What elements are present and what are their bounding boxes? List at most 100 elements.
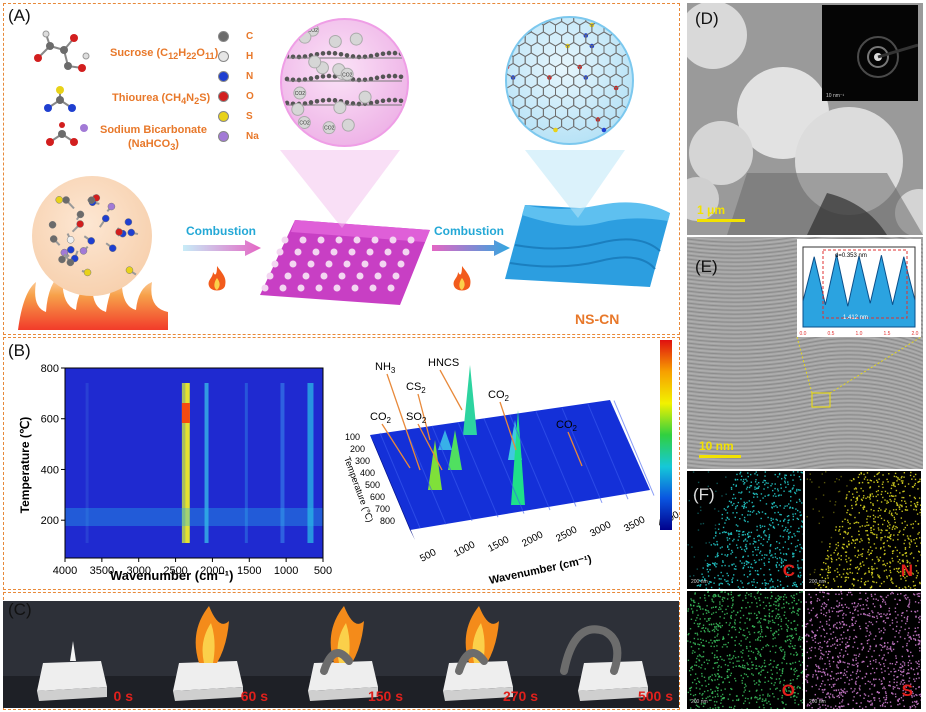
thiourea-label: Thiourea (CH4N2S) [112, 92, 211, 107]
eds-maps: C 200 nm N 200 nm O 200 nm S 200 nm (F) [687, 471, 923, 709]
surface-y-tick: 100 [345, 432, 360, 442]
map-scale-label: 200 nm [691, 579, 708, 585]
element-label: S [901, 681, 913, 700]
surface-y-tick: 500 [365, 480, 380, 490]
svg-text:CO2: CO2 [324, 126, 335, 132]
ir-map-plot: 4000 3500 3000 2500 2000 1500 1000 500 800 600 400… [10, 360, 340, 590]
zoom-cone-1 [270, 150, 410, 230]
legend-item-s: S [218, 111, 253, 122]
time-label: 500 s [637, 688, 673, 704]
hrtem-image-e: (E) d=0.353 nm 1.412 nm 0.0 0.5 1.0 1.5 2.0 10… [687, 237, 923, 469]
absorption-band [244, 383, 248, 543]
annotation-arrow [417, 423, 443, 471]
legend-item-o: O [218, 91, 254, 102]
surface-base [370, 400, 650, 530]
x-tick-label: 1500 [237, 565, 261, 577]
layered-bubble: CO2CO2CO2CO2CO2CO2 [280, 18, 409, 147]
y-tick-label: 400 [41, 464, 59, 476]
time-label: 60 s [240, 688, 268, 704]
peak-annotation: HNCS [428, 357, 459, 369]
sucrose-molecule [30, 28, 92, 80]
fire-icon-1 [205, 264, 229, 301]
element-label: O [781, 681, 795, 700]
atom-icon [218, 51, 229, 62]
peak-annotation: SO2 [406, 411, 427, 425]
gas-molecule-icon [349, 32, 363, 46]
thiourea-molecule [40, 86, 80, 116]
combustion-photo: 270 s [409, 601, 544, 708]
product-label: NS-CN [575, 311, 620, 327]
surface-peak [438, 430, 452, 450]
legend-item-n: N [218, 71, 253, 82]
absorption-peak [181, 403, 190, 423]
element-label: N [900, 561, 913, 580]
x-tick-label: 500 [314, 565, 332, 577]
surface-peak [463, 365, 477, 435]
surface-x-tick: 3000 [588, 519, 613, 539]
surface-xlabel: Wavenumber (cm⁻¹) [488, 553, 593, 587]
absorption-band [185, 383, 190, 543]
sucrose-label: Sucrose (C12H22O11) [110, 47, 219, 62]
saed-inset: 10 nm⁻¹ [822, 5, 919, 101]
atom-icon [218, 71, 229, 82]
surface-y-tick: 400 [360, 468, 375, 478]
annotation-arrow [417, 393, 431, 441]
annotation-arrow [386, 373, 421, 471]
line-profile-inset: d=0.353 nm 1.412 nm 0.0 0.5 1.0 1.5 2.0 [797, 239, 921, 337]
x-tick-label: 4000 [53, 565, 77, 577]
time-label: 270 s [502, 688, 538, 704]
panel-a-label: (A) [8, 6, 31, 25]
annotation-arrow [381, 423, 411, 469]
legend-element: Na [246, 131, 259, 142]
selected-region [811, 392, 831, 408]
combustion-photo: 150 s [274, 601, 409, 708]
profile-tick: 1.5 [884, 331, 891, 337]
x-tick-label: 2500 [163, 565, 187, 577]
legend-element: C [246, 31, 254, 42]
combustion-label-1: Combustion [186, 224, 256, 238]
map-scale-label: 200 nm [809, 699, 826, 705]
peak-annotation: CO2 [556, 419, 578, 433]
profile-tick: 2.0 [912, 331, 919, 337]
panel-b-label: (B) [8, 341, 31, 360]
atom-icon [218, 31, 229, 42]
ns-cn-sheet [500, 195, 675, 295]
combustion-label-2: Combustion [434, 224, 504, 238]
panel-c-label: (C) [8, 600, 32, 619]
combustion-photo: 60 s [139, 601, 274, 708]
scale-bar-e: 10 nm [699, 439, 741, 458]
map-background [65, 368, 323, 558]
legend-element: N [246, 71, 254, 82]
svg-text:CO2: CO2 [299, 121, 310, 127]
d-spacing-label: d=0.353 nm [835, 253, 867, 259]
panel-f-label: (F) [693, 485, 715, 504]
absorption-band [204, 383, 209, 543]
profile-tick: 1.0 [856, 331, 863, 337]
peak-annotation: CO2 [488, 389, 510, 403]
absorption-band [65, 508, 323, 526]
legend-element: O [246, 91, 254, 102]
time-label: 150 s [367, 688, 403, 704]
period-label: 1.412 nm [843, 315, 868, 321]
profile-tick: 0.0 [800, 331, 807, 337]
surface-peak [448, 430, 462, 470]
bicarbonate-label: Sodium Bicarbonate (NaHCO3) [100, 124, 207, 153]
surface-x-tick: 3500 [622, 514, 647, 534]
bicarbonate-molecule [40, 122, 90, 152]
y-tick-label: 800 [41, 363, 59, 375]
surface-x-tick: 2500 [554, 524, 579, 544]
atom-icon [218, 131, 229, 142]
eds-map-s: S 200 nm [805, 591, 921, 709]
atom-icon [218, 91, 229, 102]
y-tick-label: 200 [41, 515, 59, 527]
period-box [822, 249, 908, 319]
annotation-arrow [499, 401, 517, 451]
svg-text:CO2: CO2 [295, 91, 306, 97]
peak-annotation: NH3 [375, 361, 396, 375]
gas-molecule-icon [341, 118, 355, 132]
absorption-band [280, 383, 285, 543]
ir-map-ylabel: Temperature (℃) [18, 416, 32, 514]
surface-x-tick: 2000 [520, 529, 545, 549]
absorption-band [85, 383, 89, 543]
legend-item-c: C [218, 31, 253, 42]
